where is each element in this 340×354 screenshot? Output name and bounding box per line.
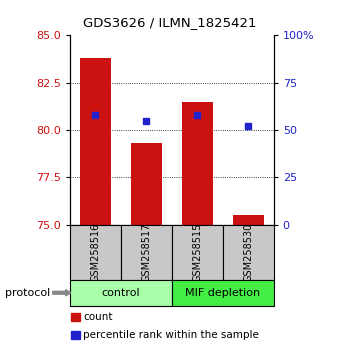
Bar xyxy=(233,215,264,225)
Bar xyxy=(172,280,274,306)
Bar xyxy=(80,58,110,225)
Text: GDS3626 / ILMN_1825421: GDS3626 / ILMN_1825421 xyxy=(83,16,257,29)
Text: percentile rank within the sample: percentile rank within the sample xyxy=(83,330,259,340)
Text: protocol: protocol xyxy=(5,288,50,298)
Bar xyxy=(121,225,172,280)
Text: GSM258517: GSM258517 xyxy=(141,223,151,282)
Bar xyxy=(70,280,172,306)
Text: count: count xyxy=(83,312,113,322)
Text: MIF depletion: MIF depletion xyxy=(185,288,260,298)
Text: GSM258530: GSM258530 xyxy=(243,223,253,282)
Bar xyxy=(223,225,274,280)
Bar xyxy=(182,102,212,225)
Text: control: control xyxy=(101,288,140,298)
Bar xyxy=(70,225,121,280)
Bar xyxy=(172,225,223,280)
Bar xyxy=(131,143,162,225)
Text: GSM258516: GSM258516 xyxy=(90,223,100,282)
Text: GSM258515: GSM258515 xyxy=(192,223,202,282)
